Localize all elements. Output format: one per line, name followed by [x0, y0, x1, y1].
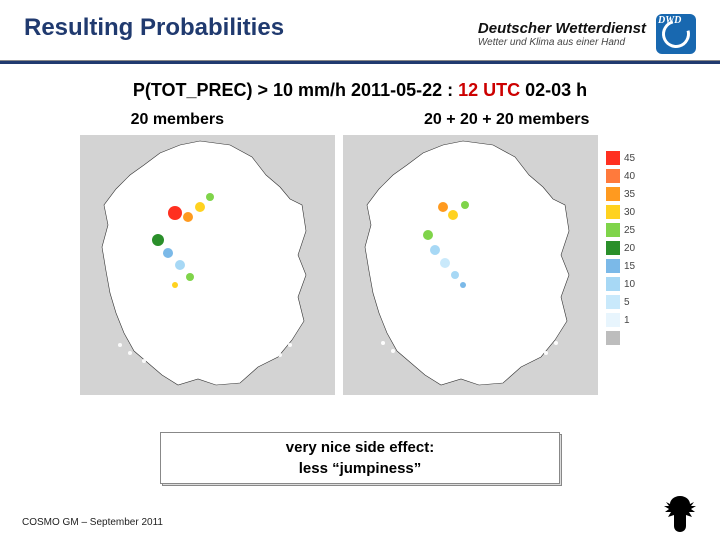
legend-swatch: [606, 169, 620, 183]
legend-value: 25: [624, 225, 635, 236]
probability-blob: [175, 260, 185, 270]
callout-box: very nice side effect: less “jumpiness”: [160, 432, 560, 484]
legend-row: 30: [606, 203, 635, 221]
map-left: [80, 135, 335, 395]
dwd-logo: DWD: [656, 14, 696, 54]
legend-value: 30: [624, 207, 635, 218]
figure-title-run-time: 12 UTC: [458, 80, 520, 100]
callout-line1: very nice side effect:: [171, 439, 549, 456]
logo-text: DWD: [658, 15, 681, 26]
legend-swatch: [606, 223, 620, 237]
legend-swatch: [606, 313, 620, 327]
header-rule: [0, 60, 720, 64]
probability-blob: [460, 282, 466, 288]
footer-text: COSMO GM – September 2011: [22, 517, 163, 528]
probability-blob: [206, 193, 214, 201]
legend-row: 35: [606, 185, 635, 203]
legend-swatch: [606, 151, 620, 165]
right-map-label: 20 + 20 + 20 members: [424, 111, 589, 129]
map-left-svg: [80, 135, 335, 395]
legend-value: 5: [624, 297, 630, 308]
legend-swatch: [606, 187, 620, 201]
legend-row: 10: [606, 275, 635, 293]
legend-value: 10: [624, 279, 635, 290]
legend-value: 15: [624, 261, 635, 272]
probability-blob: [168, 206, 182, 220]
legend-swatch: [606, 277, 620, 291]
probability-blob: [152, 234, 164, 246]
probability-blob: [423, 230, 433, 240]
color-legend: 45 40 35 30 25 20 15 10 5 1: [606, 135, 640, 395]
legend-value: 35: [624, 189, 635, 200]
legend-row: 25: [606, 221, 635, 239]
probability-blob: [183, 212, 193, 222]
brand-block: Deutscher Wetterdienst Wetter und Klima …: [478, 14, 696, 54]
probability-blob: [163, 248, 173, 258]
legend-swatch: [606, 205, 620, 219]
map-right-svg: [343, 135, 598, 395]
probability-blob: [430, 245, 440, 255]
legend-row: 40: [606, 167, 635, 185]
legend-swatch: [606, 241, 620, 255]
brand-name: Deutscher Wetterdienst: [478, 20, 646, 37]
callout-line2: less “jumpiness”: [171, 460, 549, 477]
figure-title-suffix: 02-03 h: [520, 80, 587, 100]
figure-title: P(TOT_PREC) > 10 mm/h 2011-05-22 : 12 UT…: [0, 80, 720, 101]
legend-swatch: [606, 331, 620, 345]
probability-blob: [172, 282, 178, 288]
probability-blob: [186, 273, 194, 281]
left-map-label: 20 members: [131, 111, 224, 129]
probability-blob: [195, 202, 205, 212]
legend-value: 40: [624, 171, 635, 182]
legend-value: 20: [624, 243, 635, 254]
legend-value: 45: [624, 153, 635, 164]
legend-value: 1: [624, 315, 630, 326]
legend-row: 20: [606, 239, 635, 257]
probability-blob: [451, 271, 459, 279]
probability-blob: [461, 201, 469, 209]
legend-swatch: [606, 259, 620, 273]
legend-row: 5: [606, 293, 630, 311]
legend-row: 15: [606, 257, 635, 275]
figure-title-prefix: P(TOT_PREC) > 10 mm/h 2011-05-22 :: [133, 80, 458, 100]
brand-tagline: Wetter und Klima aus einer Hand: [478, 37, 646, 48]
legend-swatch: [606, 295, 620, 309]
legend-row: 45: [606, 149, 635, 167]
federal-eagle-icon: [662, 492, 698, 534]
map-right: [343, 135, 598, 395]
page-title: Resulting Probabilities: [24, 14, 284, 42]
legend-row: 1: [606, 311, 630, 329]
probability-blob: [448, 210, 458, 220]
probability-blob: [438, 202, 448, 212]
probability-blob: [440, 258, 450, 268]
legend-row: [606, 329, 624, 347]
